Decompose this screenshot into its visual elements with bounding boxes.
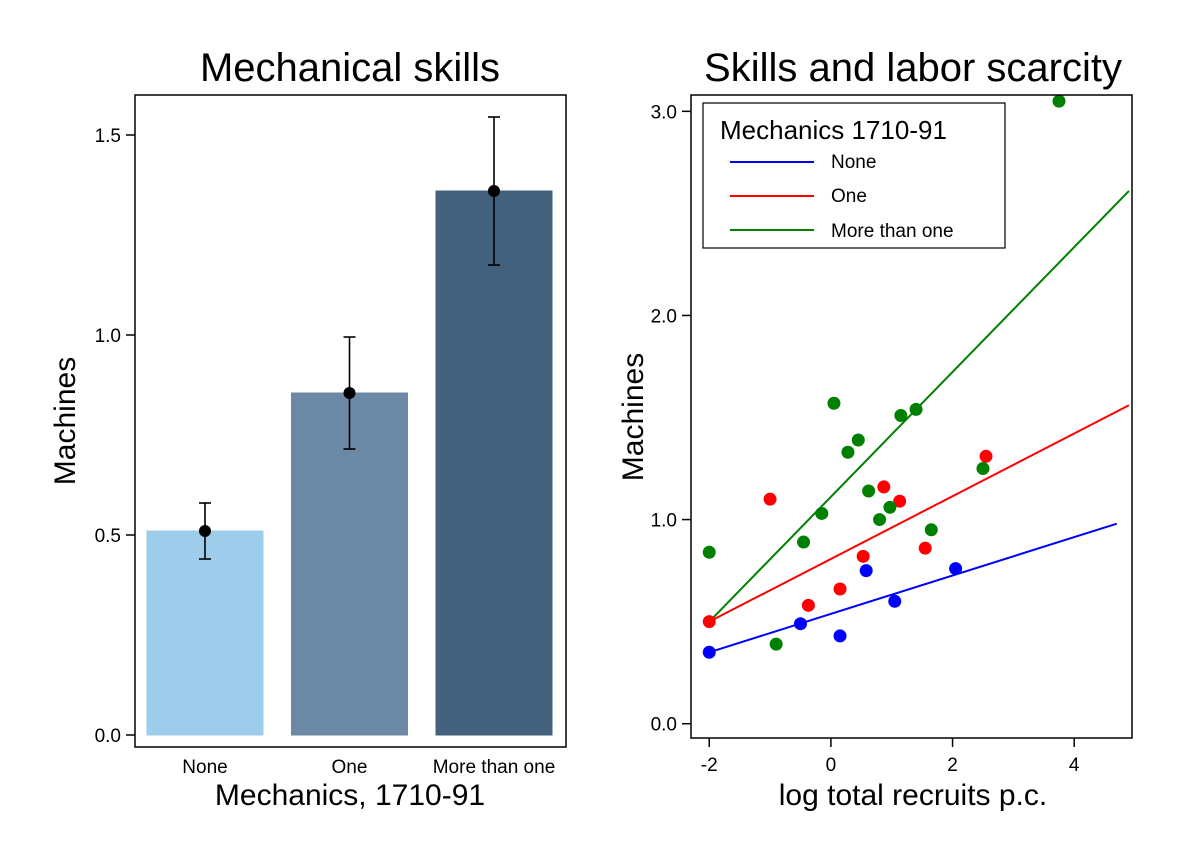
x-tick-label-one: One	[332, 757, 368, 778]
x-tick-label-0: 0	[826, 755, 837, 776]
x-tick-label-2: -2	[701, 755, 718, 776]
point-one-7	[893, 494, 907, 508]
point-one-1	[702, 615, 716, 629]
bar-chart-x-tick-labels: None One More than one	[182, 757, 555, 778]
bar-chart-panel: Mechanical skills Machines Mechanics, 17…	[49, 46, 567, 812]
bar-chart-x-axis-label: Mechanics, 1710-91	[215, 779, 485, 812]
fit-line-none	[708, 522, 1118, 654]
mean-point-one	[343, 387, 356, 399]
scatter-points	[702, 94, 1066, 659]
scatter-plot-frame	[690, 94, 1133, 739]
bar-none	[146, 530, 264, 736]
point-more-than-one-1	[702, 545, 716, 559]
legend-title: Mechanics 1710-91	[720, 115, 947, 145]
scatter-chart-x-axis-label: log total recruits p.c.	[779, 779, 1047, 812]
point-more-than-one-13	[924, 523, 938, 537]
point-one-8	[918, 541, 932, 555]
point-one-2	[763, 492, 777, 506]
point-one-5	[856, 549, 870, 563]
point-none-2	[793, 617, 807, 631]
point-more-than-one-11	[894, 408, 908, 422]
x-tick-label-2: 2	[947, 755, 958, 776]
bar-chart-y-axis: 0.0 0.5 1.0 1.5	[95, 126, 135, 747]
bar-chart-error-bars	[199, 116, 500, 560]
y-tick-label-2-0: 2.0	[651, 306, 677, 327]
mean-point-more-than-one	[488, 185, 500, 197]
legend-label-more-than-one: More than one	[831, 221, 954, 242]
y-tick-label-0-0: 0.0	[651, 715, 677, 736]
point-none-4	[859, 564, 873, 578]
scatter-y-axis: 0.0 1.0 2.0 3.0	[651, 102, 691, 736]
point-one-9	[979, 449, 993, 463]
scatter-chart-y-axis-label: Machines	[617, 353, 650, 481]
y-tick-label-1-0: 1.0	[651, 511, 677, 532]
point-more-than-one-15	[1052, 94, 1066, 108]
x-tick-label-none: None	[182, 757, 227, 778]
legend-box	[702, 102, 1006, 249]
point-none-3	[833, 629, 847, 643]
scatter-x-axis: -2 0 2 4	[701, 738, 1080, 776]
point-more-than-one-5	[827, 396, 841, 410]
legend-label-none: None	[831, 152, 876, 173]
point-more-than-one-12	[909, 402, 923, 416]
point-none-5	[888, 594, 902, 608]
point-more-than-one-2	[769, 637, 783, 651]
bar-one	[291, 392, 408, 736]
point-more-than-one-7	[851, 433, 865, 447]
point-more-than-one-4	[815, 506, 829, 520]
y-tick-label-0-5: 0.5	[95, 526, 121, 547]
point-none-6	[949, 562, 963, 576]
point-none-1	[702, 645, 716, 659]
scatter-legend: Mechanics 1710-91 None One More than one	[702, 102, 1006, 249]
bar-chart-bars	[146, 190, 553, 736]
bar-chart-title: Mechanical skills	[200, 46, 500, 90]
bar-chart-y-axis-label: Machines	[49, 357, 82, 485]
point-more-than-one-6	[841, 445, 855, 459]
fit-line-one	[708, 404, 1130, 623]
point-more-than-one-9	[873, 513, 887, 527]
point-more-than-one-8	[862, 484, 876, 498]
y-tick-label-1-0: 1.0	[95, 326, 121, 347]
scatter-chart-title: Skills and labor scarcity	[704, 46, 1122, 90]
bar-chart-plot-frame	[134, 94, 567, 748]
point-one-3	[801, 598, 815, 612]
legend-label-one: One	[831, 186, 867, 207]
mean-point-none	[199, 525, 211, 537]
x-tick-label-more-than-one: More than one	[433, 757, 556, 778]
bar-more-than-one	[435, 190, 553, 736]
point-more-than-one-14	[976, 462, 990, 476]
point-one-6	[877, 480, 891, 494]
y-tick-label-3-0: 3.0	[651, 102, 677, 123]
point-one-4	[833, 582, 847, 596]
point-more-than-one-10	[883, 500, 897, 514]
scatter-chart-panel: Skills and labor scarcity Machines log t…	[617, 46, 1133, 812]
x-tick-label-4: 4	[1069, 755, 1080, 776]
y-tick-label-0-0: 0.0	[95, 726, 121, 747]
point-more-than-one-3	[797, 535, 811, 549]
y-tick-label-1-5: 1.5	[95, 126, 121, 147]
